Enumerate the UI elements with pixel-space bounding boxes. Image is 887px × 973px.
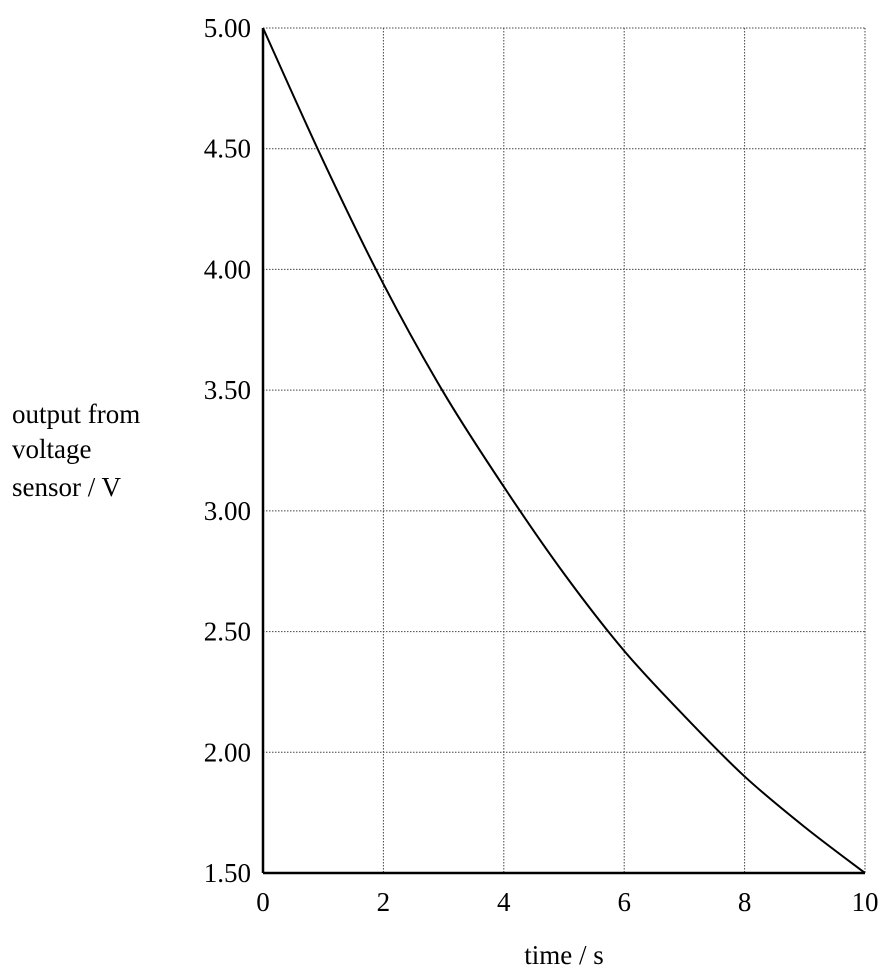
y-tick-label: 4.00	[204, 254, 251, 284]
y-tick-label: 5.00	[204, 13, 251, 43]
x-tick-label: 4	[497, 887, 511, 917]
y-axis-label-line-1: output from	[12, 399, 140, 429]
y-tick-label: 1.50	[204, 858, 251, 888]
x-tick-label: 6	[617, 887, 631, 917]
x-tick-label: 0	[256, 887, 270, 917]
x-tick-label: 8	[738, 887, 752, 917]
y-tick-label: 3.00	[204, 496, 251, 526]
curve-layer	[262, 27, 866, 874]
axes	[261, 28, 865, 875]
x-tick-label: 2	[377, 887, 391, 917]
y-tick-label: 2.00	[204, 737, 251, 767]
grid-lines	[263, 27, 866, 873]
x-axis-label: time / s	[524, 940, 604, 970]
y-axis-label-line-3: sensor / V	[12, 472, 122, 502]
y-tick-label: 2.50	[204, 617, 251, 647]
voltage-curve	[262, 27, 866, 874]
y-tick-label: 4.50	[204, 134, 251, 164]
x-tick-labels: 0 2 4 6 8 10	[256, 887, 878, 917]
y-tick-label: 3.50	[204, 375, 251, 405]
y-axis-label: output from voltage sensor / V	[12, 399, 140, 502]
y-axis-label-line-2: voltage	[12, 434, 91, 464]
y-tick-labels: 1.50 2.00 2.50 3.00 3.50 4.00 4.50 5.00	[204, 13, 251, 888]
x-tick-label: 10	[852, 887, 879, 917]
